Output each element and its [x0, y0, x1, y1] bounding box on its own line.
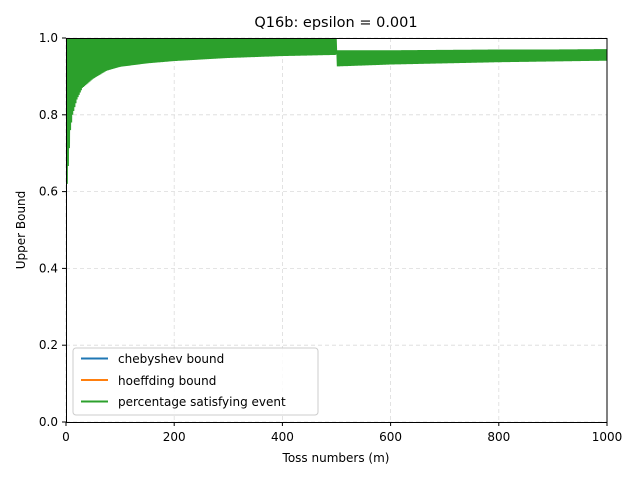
chart-title: Q16b: epsilon = 0.001	[254, 15, 417, 31]
legend-label-chebyshev: chebyshev bound	[118, 352, 224, 366]
x-tick-label: 600	[379, 430, 402, 444]
x-axis-label: Toss numbers (m)	[282, 451, 390, 465]
y-tick-label: 0.6	[39, 185, 58, 199]
x-tick-label: 1000	[592, 430, 623, 444]
y-tick-label: 0.0	[39, 415, 58, 429]
legend-label-hoeffding: hoeffding bound	[118, 374, 216, 388]
y-tick-label: 0.2	[39, 338, 58, 352]
x-tick-label: 800	[487, 430, 510, 444]
y-tick-label: 0.8	[39, 108, 58, 122]
y-axis-ticks: 0.0 0.2 0.4 0.6 0.8 1.0	[39, 31, 66, 429]
x-tick-label: 0	[62, 430, 70, 444]
legend: chebyshev bound hoeffding bound percenta…	[72, 347, 319, 416]
y-tick-label: 0.4	[39, 261, 58, 275]
plot-area-frame	[66, 38, 608, 423]
legend-label-percentage: percentage satisfying event	[118, 395, 286, 409]
y-tick-label: 1.0	[39, 31, 58, 45]
x-axis-ticks: 0 200 400 600 800 1000	[62, 422, 622, 444]
x-tick-label: 200	[163, 430, 186, 444]
y-axis-label: Upper Bound	[14, 191, 28, 270]
series-layer	[66, 38, 607, 184]
legend-box	[72, 347, 319, 416]
series-line-percentage-satisfying-event	[66, 38, 607, 184]
x-tick-label: 400	[271, 430, 294, 444]
